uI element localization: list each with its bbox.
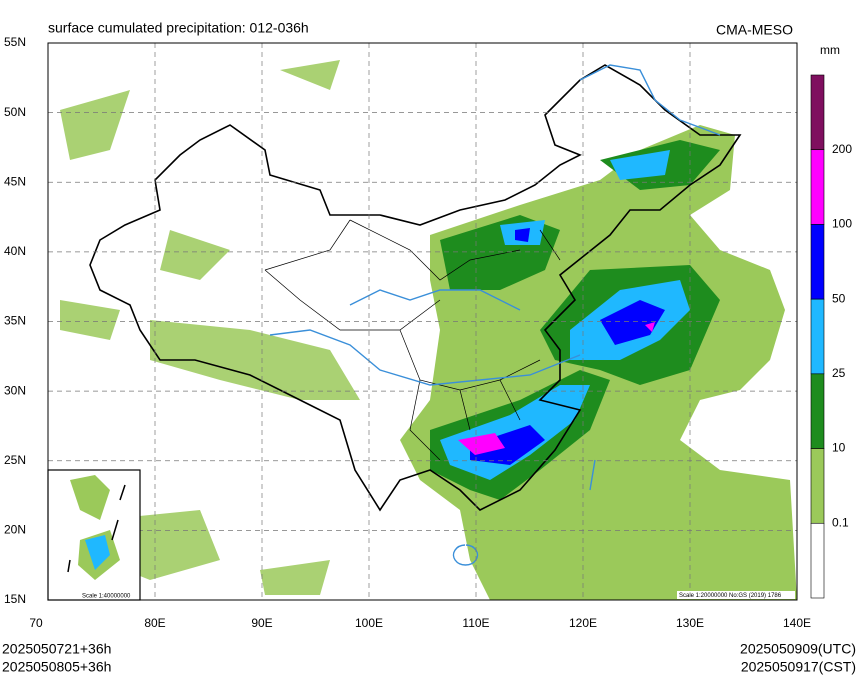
lon-label: 140E [783, 616, 811, 630]
lat-label: 15N [4, 592, 26, 606]
colorbar-label: 100 [832, 217, 852, 231]
longitude-labels: 70 80E 90E 100E 110E 120E 130E 140E [29, 616, 811, 630]
lat-label: 25N [4, 453, 26, 467]
lat-label: 45N [4, 174, 26, 188]
inset-precip-heavy [85, 535, 110, 570]
lon-label: 110E [462, 616, 489, 630]
lat-label: 40N [4, 244, 26, 258]
lon-label: 100E [355, 616, 383, 630]
colorbar-label: 25 [832, 366, 846, 380]
lat-label: 55N [4, 35, 26, 49]
scale-box [677, 591, 795, 599]
colorbar-segment [810, 298, 825, 375]
inset-scale: Scale 1:40000000 [82, 594, 131, 600]
province-borders [264, 219, 561, 461]
valid-cst: 2025050917(CST) [741, 659, 856, 675]
init-utc: 2025050721+36h [2, 641, 111, 657]
colorbar-label: 200 [832, 142, 852, 156]
lat-label: 35N [4, 314, 26, 328]
lon-label: 120E [569, 616, 597, 630]
precip-heavy [440, 150, 690, 480]
lon-label: 130E [676, 616, 704, 630]
rivers [269, 64, 721, 566]
colorbar-label: 10 [832, 441, 846, 455]
colorbar-segment [810, 522, 825, 599]
lon-label: 80E [144, 616, 165, 630]
colorbar-segment [810, 373, 825, 449]
lon-label: 90E [251, 616, 272, 630]
model-name: CMA-MESO [716, 22, 793, 38]
lat-label: 20N [4, 523, 26, 537]
colorbar-segment [810, 74, 825, 151]
map-scale: Scale 1:20000000 No:GS (2019) 1786 [679, 593, 782, 599]
inset-map: Scale 1:40000000 [47, 469, 141, 601]
colorbar-segment [810, 149, 825, 225]
colorbar: mm 200 100 50 25 10 0.1 [810, 43, 852, 599]
colorbar-label: 50 [832, 291, 846, 305]
inset-scale-box [80, 592, 138, 599]
map-frame [47, 42, 798, 601]
colorbar-segment [810, 448, 825, 524]
latitude-labels: 55N 50N 45N 40N 35N 30N 25N 20N 15N [4, 35, 26, 606]
init-cst: 2025050805+36h [2, 659, 111, 675]
lat-label: 30N [4, 383, 26, 397]
precip-light-scattered [60, 60, 360, 595]
country-border [89, 64, 742, 512]
unit-label: mm [820, 43, 840, 57]
graticule [48, 43, 797, 600]
valid-utc: 2025050909(UTC) [740, 641, 856, 657]
colorbar-segment [810, 224, 825, 300]
inset-lines [67, 484, 126, 573]
precip-extreme [458, 322, 655, 455]
lon-label: 70 [29, 616, 43, 630]
map: Scale 1:40000000 Scale 1:20000000 No:GS … [47, 42, 798, 601]
title: surface cumulated precipitation: 012-036… [48, 20, 309, 36]
colorbar-label: 0.1 [832, 515, 849, 529]
lat-label: 50N [4, 105, 26, 119]
